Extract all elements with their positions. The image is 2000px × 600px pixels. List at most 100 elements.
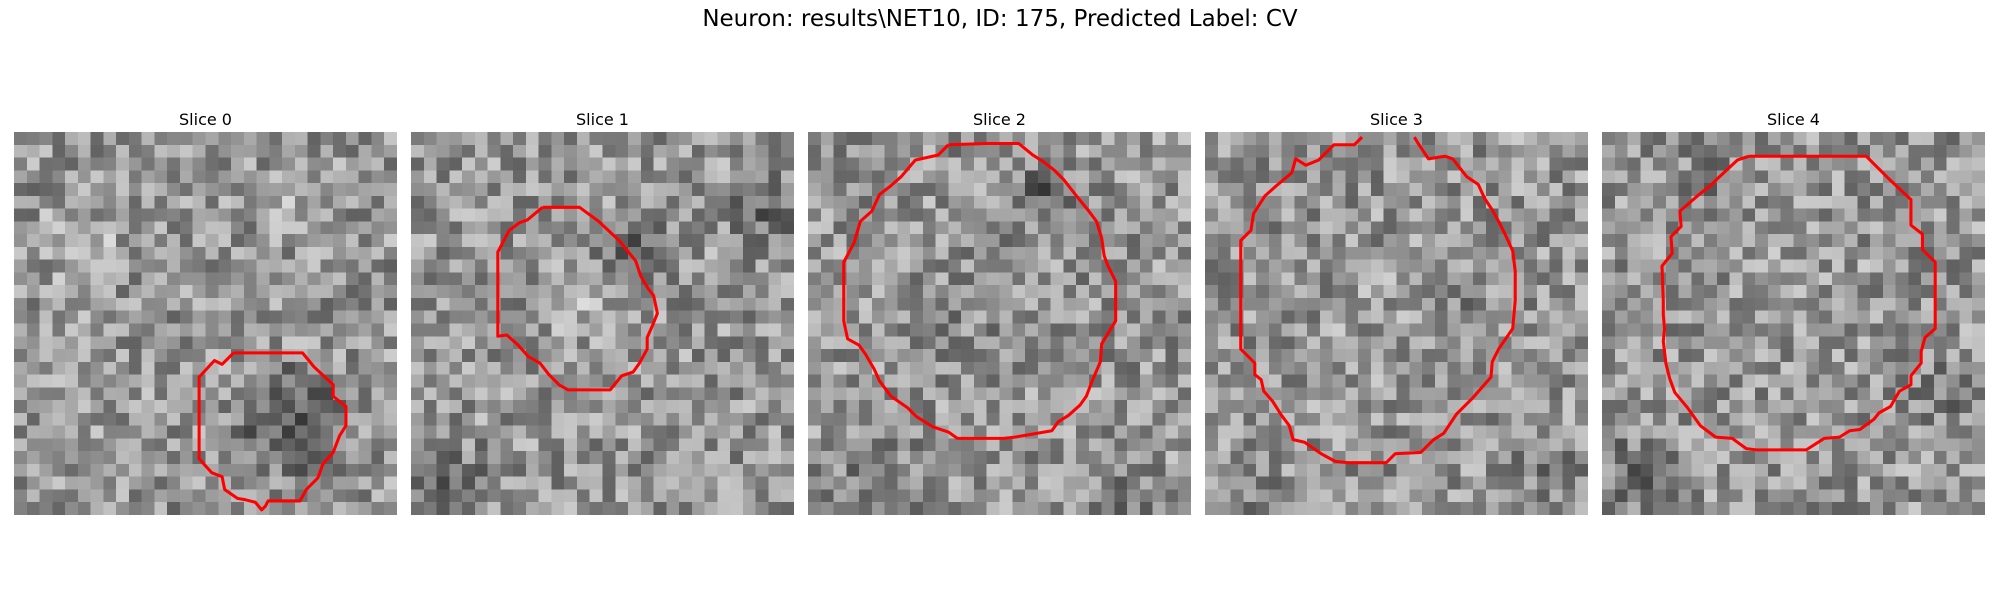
pixel: [307, 285, 321, 299]
pixel: [1358, 349, 1372, 363]
pixel: [423, 157, 437, 171]
pixel: [1088, 336, 1102, 350]
pixel: [1716, 170, 1730, 184]
pixel: [1178, 400, 1191, 414]
pixel: [103, 400, 117, 414]
pixel: [500, 502, 514, 515]
pixel: [1345, 361, 1359, 375]
pixel: [1307, 208, 1321, 222]
pixel: [1614, 285, 1628, 299]
pixel: [1844, 502, 1858, 515]
pixel: [128, 425, 142, 439]
pixel: [922, 349, 936, 363]
pixel: [833, 438, 847, 452]
pixel: [755, 349, 769, 363]
pixel: [1678, 272, 1692, 286]
pixel: [1793, 349, 1807, 363]
pixel: [1319, 246, 1333, 260]
pixel: [1205, 425, 1219, 439]
pixel: [320, 310, 334, 324]
pixel: [884, 170, 898, 184]
pixel: [1050, 132, 1064, 146]
pixel: [1524, 336, 1538, 350]
pixel: [1127, 438, 1141, 452]
pixel: [768, 234, 782, 248]
pixel: [103, 438, 117, 452]
pixel: [282, 374, 296, 388]
pixel: [551, 463, 565, 477]
pixel: [116, 157, 130, 171]
pixel: [717, 144, 731, 158]
pixel: [1946, 297, 1960, 311]
pixel: [666, 297, 680, 311]
pixel: [1908, 387, 1922, 401]
pixel: [653, 361, 667, 375]
pixel: [1050, 323, 1064, 337]
pixel: [1152, 259, 1166, 273]
pixel: [1819, 400, 1833, 414]
pixel: [1217, 387, 1231, 401]
pixel: [871, 336, 885, 350]
pixel: [1332, 336, 1346, 350]
pixel: [1602, 349, 1616, 363]
pixel: [90, 412, 104, 426]
pixel: [1498, 476, 1512, 490]
pixel: [1434, 387, 1448, 401]
pixel: [1076, 208, 1090, 222]
pixel: [1716, 157, 1730, 171]
pixel: [640, 438, 654, 452]
pixel: [1819, 234, 1833, 248]
pixel: [167, 195, 181, 209]
pixel: [513, 310, 527, 324]
pixel: [846, 361, 860, 375]
pixel: [282, 195, 296, 209]
pixel: [1217, 272, 1231, 286]
pixel: [742, 323, 756, 337]
pixel: [1665, 502, 1679, 515]
pixel: [538, 489, 552, 503]
pixel: [358, 323, 372, 337]
pixel: [345, 221, 359, 235]
pixel: [1716, 451, 1730, 465]
pixel: [384, 221, 397, 235]
pixel: [358, 259, 372, 273]
pixel: [704, 323, 718, 337]
pixel: [897, 451, 911, 465]
pixel: [436, 272, 450, 286]
pixel: [615, 221, 629, 235]
pixel: [897, 132, 911, 146]
pixel: [26, 208, 40, 222]
pixel: [679, 272, 693, 286]
pixel: [1549, 349, 1563, 363]
pixel: [1793, 425, 1807, 439]
pixel: [154, 132, 168, 146]
pixel: [1165, 195, 1179, 209]
pixel: [820, 463, 834, 477]
pixel: [1230, 502, 1244, 515]
pixel: [1536, 195, 1550, 209]
pixel: [320, 387, 334, 401]
pixel: [1959, 451, 1973, 465]
pixel: [538, 272, 552, 286]
pixel: [192, 157, 206, 171]
pixel: [1063, 438, 1077, 452]
pixel: [256, 144, 270, 158]
pixel: [1806, 259, 1820, 273]
pixel: [333, 170, 347, 184]
pixel: [1358, 208, 1372, 222]
pixel: [256, 336, 270, 350]
pixel: [487, 336, 501, 350]
pixel: [1780, 259, 1794, 273]
pixel: [65, 170, 79, 184]
pixel: [167, 144, 181, 158]
pixel: [26, 336, 40, 350]
pixel: [1627, 438, 1641, 452]
pixel: [1678, 259, 1692, 273]
pixel: [1844, 476, 1858, 490]
pixel: [691, 144, 705, 158]
pixel: [1101, 157, 1115, 171]
pixel: [859, 221, 873, 235]
pixel: [1704, 170, 1718, 184]
pixel: [846, 132, 860, 146]
pixel: [1294, 361, 1308, 375]
